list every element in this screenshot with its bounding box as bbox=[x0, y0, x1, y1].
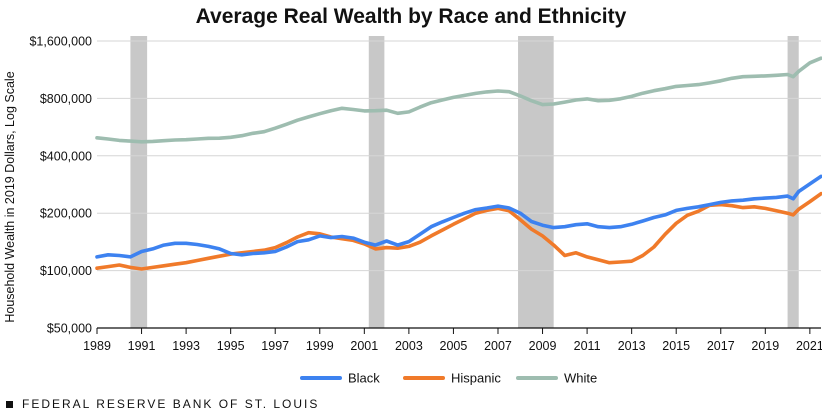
x-tick-label: 2013 bbox=[618, 339, 646, 353]
x-tick-label: 1999 bbox=[306, 339, 334, 353]
chart-title: Average Real Wealth by Race and Ethnicit… bbox=[196, 5, 627, 28]
x-tick-label: 1995 bbox=[217, 339, 245, 353]
x-tick-label: 2001 bbox=[350, 339, 378, 353]
y-tick-label: $1,600,000 bbox=[29, 35, 92, 49]
x-tick-label: 1993 bbox=[172, 339, 200, 353]
legend-label-white: White bbox=[564, 371, 597, 386]
y-tick-label: $200,000 bbox=[40, 207, 92, 221]
x-tick-label: 2009 bbox=[529, 339, 557, 353]
x-tick-label: 2011 bbox=[574, 339, 601, 353]
x-tick-label: 2017 bbox=[707, 339, 735, 353]
legend-label-hispanic: Hispanic bbox=[451, 371, 501, 386]
x-tick-label: 1991 bbox=[128, 339, 156, 353]
source-label: FEDERAL RESERVE BANK OF ST. LOUIS bbox=[22, 397, 320, 411]
recession-band bbox=[787, 36, 799, 328]
source-bullet-icon bbox=[6, 400, 13, 408]
series-lines bbox=[95, 56, 822, 271]
source-footer: FEDERAL RESERVE BANK OF ST. LOUIS bbox=[6, 397, 319, 411]
x-tick-label: 2021 bbox=[796, 339, 822, 353]
y-axis-ticks: $50,000 $100,000 $200,000 $400,000 $800,000 $… bbox=[29, 35, 92, 336]
y-tick-label: $50,000 bbox=[47, 322, 92, 336]
recession-bands bbox=[130, 36, 799, 328]
x-tick-label: 2019 bbox=[751, 339, 779, 353]
x-tick-label: 2003 bbox=[395, 339, 423, 353]
gridlines bbox=[97, 40, 821, 329]
y-tick-label: $800,000 bbox=[40, 92, 92, 106]
legend: Black Hispanic White bbox=[300, 371, 597, 386]
legend-label-black: Black bbox=[348, 371, 380, 386]
recession-band bbox=[518, 36, 554, 328]
recession-band bbox=[368, 36, 385, 328]
x-tick-label: 1997 bbox=[261, 339, 289, 353]
y-tick-label: $400,000 bbox=[40, 149, 92, 163]
x-tick-label: 2007 bbox=[484, 339, 512, 353]
x-axis-ticks: 1989 1991 1993 1995 1997 1999 2001 2003 2005 2007… bbox=[83, 328, 822, 353]
y-axis-label: Household Wealth in 2019 Dollars, Log Sc… bbox=[3, 71, 17, 322]
y-tick-label: $100,000 bbox=[40, 264, 92, 278]
x-tick-label: 1989 bbox=[83, 339, 111, 353]
series-line-black bbox=[95, 174, 822, 259]
x-tick-label: 2005 bbox=[440, 339, 468, 353]
x-tick-label: 2015 bbox=[662, 339, 690, 353]
recession-band bbox=[130, 36, 148, 328]
series-line-white bbox=[95, 56, 822, 144]
